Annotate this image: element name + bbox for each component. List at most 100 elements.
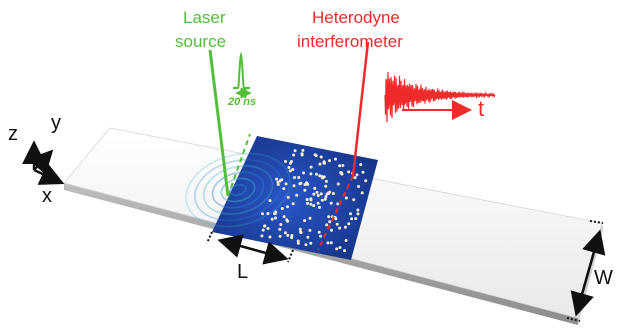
scatterer xyxy=(324,184,328,188)
wave-ripple xyxy=(185,152,291,228)
wave-ripple xyxy=(194,158,282,222)
scatterer xyxy=(319,234,322,238)
scatterer xyxy=(354,217,358,221)
scatterer xyxy=(356,212,360,216)
scatterer xyxy=(319,155,323,159)
laser-label-line2: source xyxy=(175,32,227,51)
scatterer xyxy=(336,182,340,186)
scatterer xyxy=(283,231,287,235)
width-label: W xyxy=(594,267,613,289)
scatterer xyxy=(318,205,321,209)
x-axis-label: x xyxy=(42,185,52,207)
z-axis-label: z xyxy=(8,123,18,145)
scatterer xyxy=(303,188,307,192)
scatterer xyxy=(290,234,294,237)
laser-pulse-icon xyxy=(233,51,252,99)
scatterer xyxy=(260,234,264,238)
x-axis-arrow xyxy=(33,163,65,185)
heterodyne-label-line1: Heterodyne xyxy=(312,8,400,27)
scatterer xyxy=(286,195,290,199)
scatterer xyxy=(291,168,295,171)
scatterer xyxy=(327,215,331,219)
scatterer xyxy=(261,212,264,216)
scatterer xyxy=(295,193,299,197)
scatterer xyxy=(286,205,290,209)
scatterer xyxy=(306,235,310,239)
scatterer xyxy=(336,202,340,206)
scatterer xyxy=(356,208,360,212)
scatterer xyxy=(309,197,313,201)
scatterer xyxy=(276,180,280,184)
scatterer xyxy=(343,225,347,229)
scatterer xyxy=(320,198,324,202)
scatterer xyxy=(309,202,313,206)
scatterer xyxy=(353,176,357,180)
scatterer xyxy=(304,243,308,247)
scatterer xyxy=(297,176,301,179)
y-axis-label: y xyxy=(51,112,61,134)
scatterer xyxy=(343,249,346,253)
scatterer xyxy=(315,190,319,194)
scatterer xyxy=(328,220,332,224)
scatterer xyxy=(324,179,328,183)
scatterer xyxy=(284,160,287,163)
y-axis-arrow xyxy=(28,149,54,176)
scatterer xyxy=(300,152,304,156)
scatterer xyxy=(308,228,312,232)
scatterer xyxy=(306,201,309,205)
scattering-region xyxy=(185,136,378,260)
scatterer xyxy=(284,182,288,186)
scatterer xyxy=(361,170,365,174)
scatterer xyxy=(352,198,356,202)
scatterer xyxy=(288,169,292,173)
scatterer xyxy=(338,246,342,250)
scatterer xyxy=(305,198,309,201)
scatterer xyxy=(349,212,352,216)
scatterer xyxy=(268,199,272,203)
coordinate-axes xyxy=(22,140,65,185)
wave-ripple xyxy=(220,177,256,203)
scatterer xyxy=(340,172,344,176)
scatterer xyxy=(292,153,296,157)
laser-beam xyxy=(208,49,251,197)
scatterer xyxy=(278,227,282,231)
length-label: L xyxy=(237,261,249,283)
scatterer xyxy=(325,223,329,227)
scatterer xyxy=(313,186,317,190)
scatterer xyxy=(357,185,360,188)
scatterer xyxy=(333,215,337,219)
scatterer xyxy=(274,216,277,220)
scatterer xyxy=(314,154,318,158)
scatterer xyxy=(341,164,345,167)
scatterer xyxy=(305,181,309,185)
scatterers xyxy=(260,148,368,253)
scatterer xyxy=(344,196,348,200)
scatterer xyxy=(298,227,302,231)
scatterer xyxy=(326,241,330,245)
wave-ripple xyxy=(211,171,265,209)
scatterer xyxy=(278,234,282,238)
heterodyne-label-line2: interferometer xyxy=(297,32,403,51)
scatterer xyxy=(263,224,267,228)
scatterer xyxy=(347,222,351,226)
scatterer xyxy=(317,230,321,234)
scatterer xyxy=(314,172,318,176)
scatterer xyxy=(278,179,282,183)
scatterer xyxy=(338,164,342,168)
scatterer xyxy=(324,195,328,199)
scatterer xyxy=(309,172,313,176)
scatterer xyxy=(323,197,327,201)
scatterer xyxy=(296,241,300,245)
time-axis-label: t xyxy=(478,96,485,121)
scatterer xyxy=(270,217,274,221)
scatterer xyxy=(292,184,296,188)
scatterer xyxy=(286,233,290,237)
scatterer xyxy=(280,207,284,210)
scatterer xyxy=(318,162,322,166)
scatterer xyxy=(331,192,335,195)
scatterer xyxy=(282,187,286,191)
scatterer xyxy=(309,165,313,169)
scatterer xyxy=(266,227,270,230)
length-dimension xyxy=(206,231,294,265)
